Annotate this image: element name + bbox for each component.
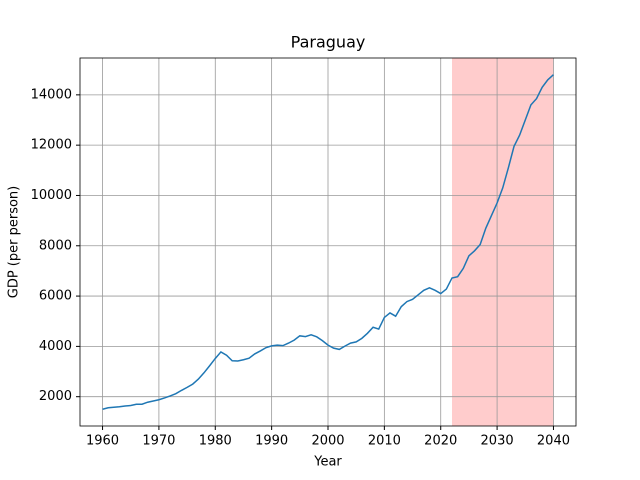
chart-title: Paraguay — [291, 33, 366, 52]
x-tick-label: 1980 — [199, 434, 232, 449]
x-tick-label: 2030 — [481, 434, 514, 449]
y-axis-label: GDP (per person) — [7, 186, 22, 299]
x-tick-label: 2040 — [537, 434, 570, 449]
y-tick-label: 12000 — [31, 138, 72, 153]
x-tick-label: 1970 — [142, 434, 175, 449]
x-tick-label: 2010 — [368, 434, 401, 449]
y-tick-label: 10000 — [31, 188, 72, 203]
x-tick-label: 2020 — [424, 434, 457, 449]
y-tick-label: 6000 — [39, 289, 72, 304]
forecast-region — [452, 58, 554, 426]
y-tick-label: 2000 — [39, 389, 72, 404]
y-tick-label: 14000 — [31, 87, 72, 102]
x-tick-label: 1990 — [255, 434, 288, 449]
y-tick-label: 8000 — [39, 238, 72, 253]
y-tick-label: 4000 — [39, 339, 72, 354]
x-axis-label: Year — [313, 455, 342, 470]
data-line — [102, 74, 554, 410]
plot-frame — [79, 57, 577, 427]
x-tick-label: 2000 — [311, 434, 344, 449]
x-tick-label: 1960 — [86, 434, 119, 449]
